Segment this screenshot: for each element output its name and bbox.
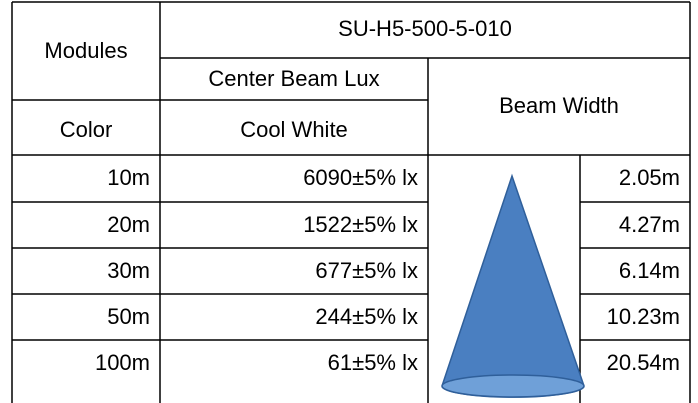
table-cell: 6090±5% lx [303,165,418,190]
table-cell: 20m [107,212,150,237]
header-cell: Color [60,117,113,142]
table-cell: 10m [107,165,150,190]
table-cell: 4.27m [619,212,680,237]
table-cell: 2.05m [619,165,680,190]
table-cell: 61±5% lx [328,350,418,375]
table-cell: 1522±5% lx [303,212,418,237]
header-cell: Cool White [240,117,348,142]
header-cell: SU-H5-500-5-010 [338,16,512,41]
header-cell: Center Beam Lux [208,66,379,91]
table-cell: 6.14m [619,258,680,283]
table-cell: 20.54m [607,350,680,375]
table-cell: 677±5% lx [315,258,418,283]
beam-cone [441,173,585,398]
table-cell: 100m [95,350,150,375]
table-cell: 244±5% lx [315,304,418,329]
table-cell: 50m [107,304,150,329]
table-cell: 10.23m [607,304,680,329]
header-cell: Beam Width [499,93,619,118]
table-cell: 30m [107,258,150,283]
header-cell: Modules [44,38,127,63]
